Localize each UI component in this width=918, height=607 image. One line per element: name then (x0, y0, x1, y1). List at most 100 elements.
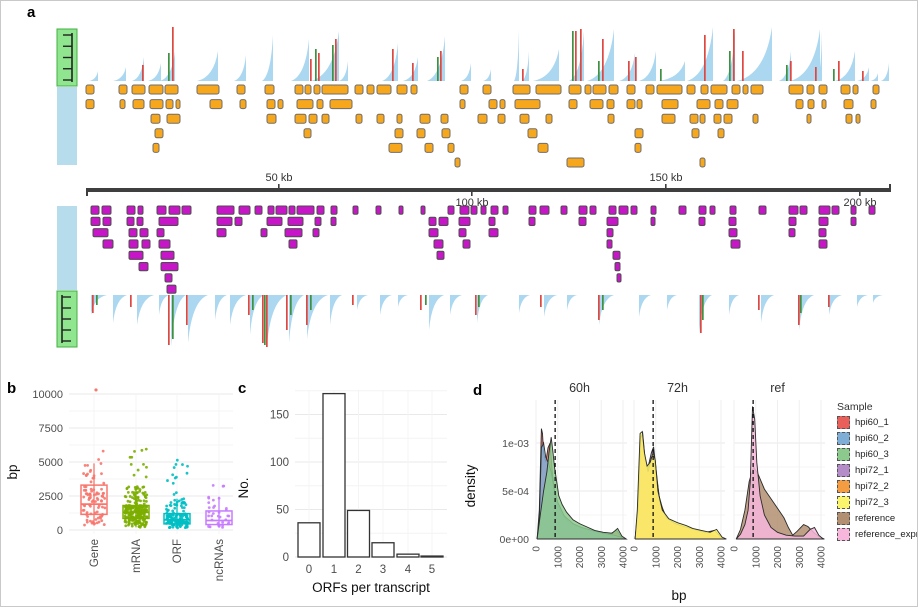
coverage-fin (91, 295, 107, 315)
jitter-point (207, 510, 211, 514)
y-tick-label: 0e+00 (500, 534, 530, 546)
transcript-box-reverse (799, 205, 808, 215)
bar (371, 542, 395, 558)
transcript-box-forward (164, 84, 179, 95)
coverage-fin (289, 295, 304, 343)
jitter-point (86, 515, 89, 518)
transcript-box-forward (150, 113, 161, 124)
jitter-point (175, 458, 179, 462)
jitter-point (87, 498, 91, 502)
legend-label: hpi60_2 (855, 433, 889, 444)
jitter-point (91, 520, 95, 524)
transcript-box-reverse (728, 228, 738, 238)
jitter-point (170, 517, 173, 521)
transcript-box-forward (731, 84, 741, 95)
x-tick-label: 3 (380, 564, 386, 576)
jitter-point (183, 501, 187, 505)
jitter-point (127, 485, 131, 489)
transcript-box-forward (209, 99, 223, 110)
coverage-fin (197, 51, 218, 81)
jitter-point (178, 521, 182, 524)
x-tick-label: 2000 (773, 546, 784, 569)
transcript-box-reverse (138, 262, 149, 272)
transcript-box-forward (316, 99, 324, 110)
x-tick-label: 4000 (717, 546, 728, 569)
transcript-box-reverse (288, 239, 298, 249)
jitter-point (133, 501, 137, 505)
jitter-point (172, 493, 176, 496)
barplot-panel: 0 50 100 150 0 1 2 3 4 5 ORFs per transcript No. (236, 390, 447, 595)
jitter-point (177, 523, 181, 527)
jitter-point (171, 473, 175, 477)
transcript-box-forward (592, 84, 607, 95)
coverage-spike-red (286, 295, 288, 330)
scale-tick (278, 184, 280, 188)
coverage-fin (817, 31, 822, 81)
transcript-box-forward (626, 99, 636, 110)
jitter-point (169, 504, 173, 507)
jitter-point (171, 509, 175, 513)
transcript-box-forward (152, 142, 160, 153)
transcript-box-reverse (606, 239, 613, 249)
transcript-box-forward (131, 84, 146, 95)
transcript-box-forward (686, 84, 696, 95)
coverage-fin (544, 295, 557, 317)
transcript-box-forward (132, 99, 145, 110)
jitter-point (129, 507, 133, 511)
jitter-point (174, 515, 178, 519)
transcript-box-forward (700, 84, 709, 95)
transcript-box-forward (818, 84, 828, 95)
coverage-spike-red (142, 65, 144, 81)
scale-bar (86, 188, 891, 192)
jitter-point (211, 498, 215, 502)
transcript-box-reverse (539, 205, 550, 215)
jitter-point (135, 520, 138, 524)
transcript-box-reverse (102, 216, 112, 227)
transcript-box-forward (416, 128, 426, 139)
coverage-fin (429, 295, 444, 330)
transcript-box-forward (366, 84, 375, 95)
jitter-point (127, 521, 131, 524)
transcript-box-forward (154, 128, 164, 139)
jitter-point (135, 507, 139, 511)
transcript-box-forward (376, 113, 385, 124)
coverage-fin (339, 61, 348, 81)
transcript-box-reverse (398, 205, 404, 215)
transcript-box-forward (710, 84, 728, 95)
transcript-box-forward (566, 157, 585, 168)
transcript-box-forward (626, 84, 636, 95)
coverage-fin (234, 55, 246, 81)
jitter-point (136, 516, 140, 520)
jitter-point (181, 463, 184, 466)
transcript-box-forward (266, 113, 277, 124)
jitter-point (179, 517, 182, 520)
jitter-point (207, 495, 211, 499)
transcript-box-reverse (160, 250, 175, 260)
jitter-point (144, 520, 148, 524)
jitter-point (99, 462, 103, 465)
transcript-box-reverse (420, 205, 426, 215)
jitter-point (171, 525, 175, 529)
transcript-box-reverse (156, 228, 165, 238)
jitter-point (86, 463, 89, 467)
coverage-spike-green (598, 61, 600, 81)
transcript-box-reverse (128, 228, 138, 238)
coverage-fin (522, 51, 529, 81)
transcript-box-forward (119, 99, 126, 110)
transcript-box-forward (264, 84, 275, 95)
transcript-box-reverse (101, 205, 112, 215)
jitter-point (168, 512, 172, 516)
transcript-box-forward (410, 84, 418, 95)
jitter-point (129, 516, 133, 519)
coverage-fin (171, 295, 186, 347)
transcript-box-reverse (156, 205, 167, 215)
transcript-box-reverse (698, 216, 706, 227)
legend-label: hpi60_1 (855, 417, 889, 428)
jitter-point (144, 522, 148, 526)
jitter-point (177, 499, 181, 503)
coverage-fin (639, 51, 656, 81)
transcript-box-forward (714, 99, 724, 110)
coverage-fin (137, 295, 154, 325)
jitter-point (126, 499, 130, 503)
